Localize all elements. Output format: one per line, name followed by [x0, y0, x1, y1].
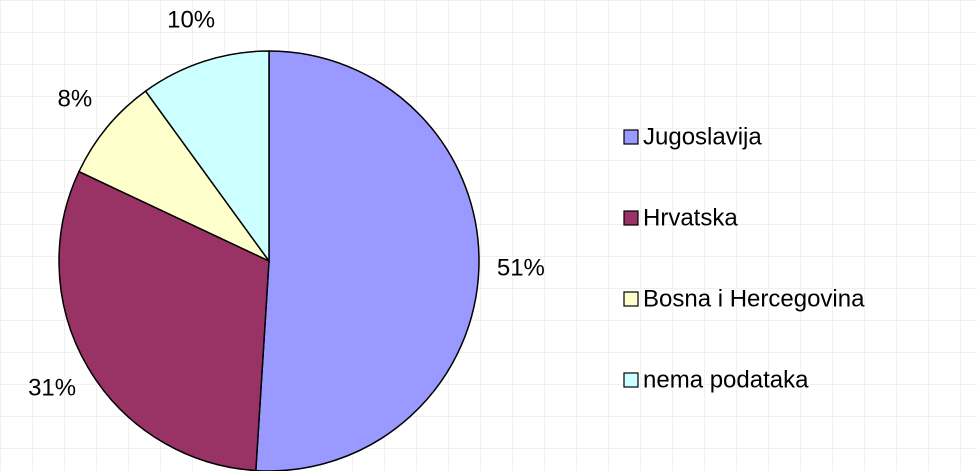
pie-slice: [58, 170, 270, 471]
legend-swatch: [623, 291, 639, 307]
legend-label: Hrvatska: [643, 204, 738, 231]
data-label: 8%: [57, 86, 92, 113]
legend-label: Jugoslavija: [643, 123, 762, 150]
data-label: 31%: [28, 375, 76, 402]
pie-slice: [255, 50, 480, 471]
pie-slice: [144, 50, 270, 264]
data-label: 10%: [167, 7, 215, 34]
legend-label: Bosna i Hercegovina: [643, 285, 865, 312]
legend-swatch: [623, 129, 639, 145]
pie-slice: [77, 90, 270, 262]
data-label: 51%: [497, 254, 545, 281]
legend-swatch: [623, 372, 639, 388]
legend-label: nema podataka: [643, 366, 809, 393]
legend-swatch: [623, 210, 639, 226]
